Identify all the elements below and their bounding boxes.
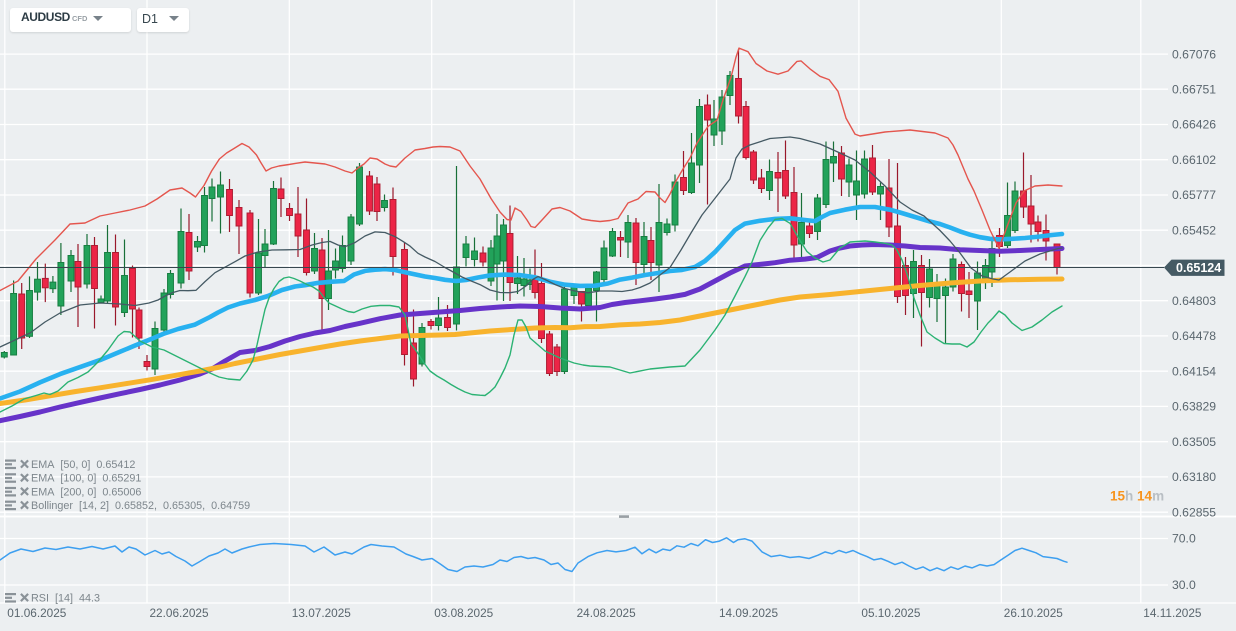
svg-text:26.10.2025: 26.10.2025 (1004, 606, 1063, 620)
svg-text:EMA [200, 0] 0.65006: EMA [200, 0] 0.65006 (31, 486, 141, 498)
svg-text:0.64478: 0.64478 (1172, 329, 1216, 343)
svg-text:0.66751: 0.66751 (1172, 82, 1216, 96)
svg-text:0.67076: 0.67076 (1172, 47, 1216, 61)
svg-text:0.62855: 0.62855 (1172, 505, 1216, 519)
svg-text:0.63180: 0.63180 (1172, 470, 1216, 484)
svg-text:0.65777: 0.65777 (1172, 188, 1216, 202)
svg-text:0.64803: 0.64803 (1172, 294, 1216, 308)
svg-text:EMA [50, 0] 0.65412: EMA [50, 0] 0.65412 (31, 459, 135, 471)
svg-text:0.65452: 0.65452 (1172, 223, 1216, 237)
svg-text:0.64154: 0.64154 (1172, 364, 1216, 378)
svg-text:Bollinger [14, 2] 0.65852,: Bollinger [14, 2] 0.65852, 0.65305, 0.64… (31, 500, 250, 512)
svg-text:22.06.2025: 22.06.2025 (150, 606, 209, 620)
svg-text:05.10.2025: 05.10.2025 (861, 606, 920, 620)
svg-text:EMA [100, 0] 0.65291: EMA [100, 0] 0.65291 (31, 473, 141, 485)
svg-text:0.63829: 0.63829 (1172, 400, 1216, 414)
svg-text:RSI [14] 44.3: RSI [14] 44.3 (31, 593, 100, 605)
svg-text:03.08.2025: 03.08.2025 (434, 606, 493, 620)
svg-text:70.0: 70.0 (1172, 532, 1196, 546)
svg-text:14.11.2025: 14.11.2025 (1143, 606, 1202, 620)
svg-text:0.63505: 0.63505 (1172, 435, 1216, 449)
svg-text:13.07.2025: 13.07.2025 (292, 606, 351, 620)
svg-text:0.66426: 0.66426 (1172, 118, 1216, 132)
svg-text:14.09.2025: 14.09.2025 (719, 606, 778, 620)
svg-text:30.0: 30.0 (1172, 578, 1196, 592)
svg-text:24.08.2025: 24.08.2025 (577, 606, 636, 620)
svg-text:01.06.2025: 01.06.2025 (7, 606, 66, 620)
svg-text:0.65124: 0.65124 (1176, 261, 1221, 275)
svg-text:15h 14m: 15h 14m (1110, 489, 1164, 504)
svg-text:0.66102: 0.66102 (1172, 153, 1216, 167)
